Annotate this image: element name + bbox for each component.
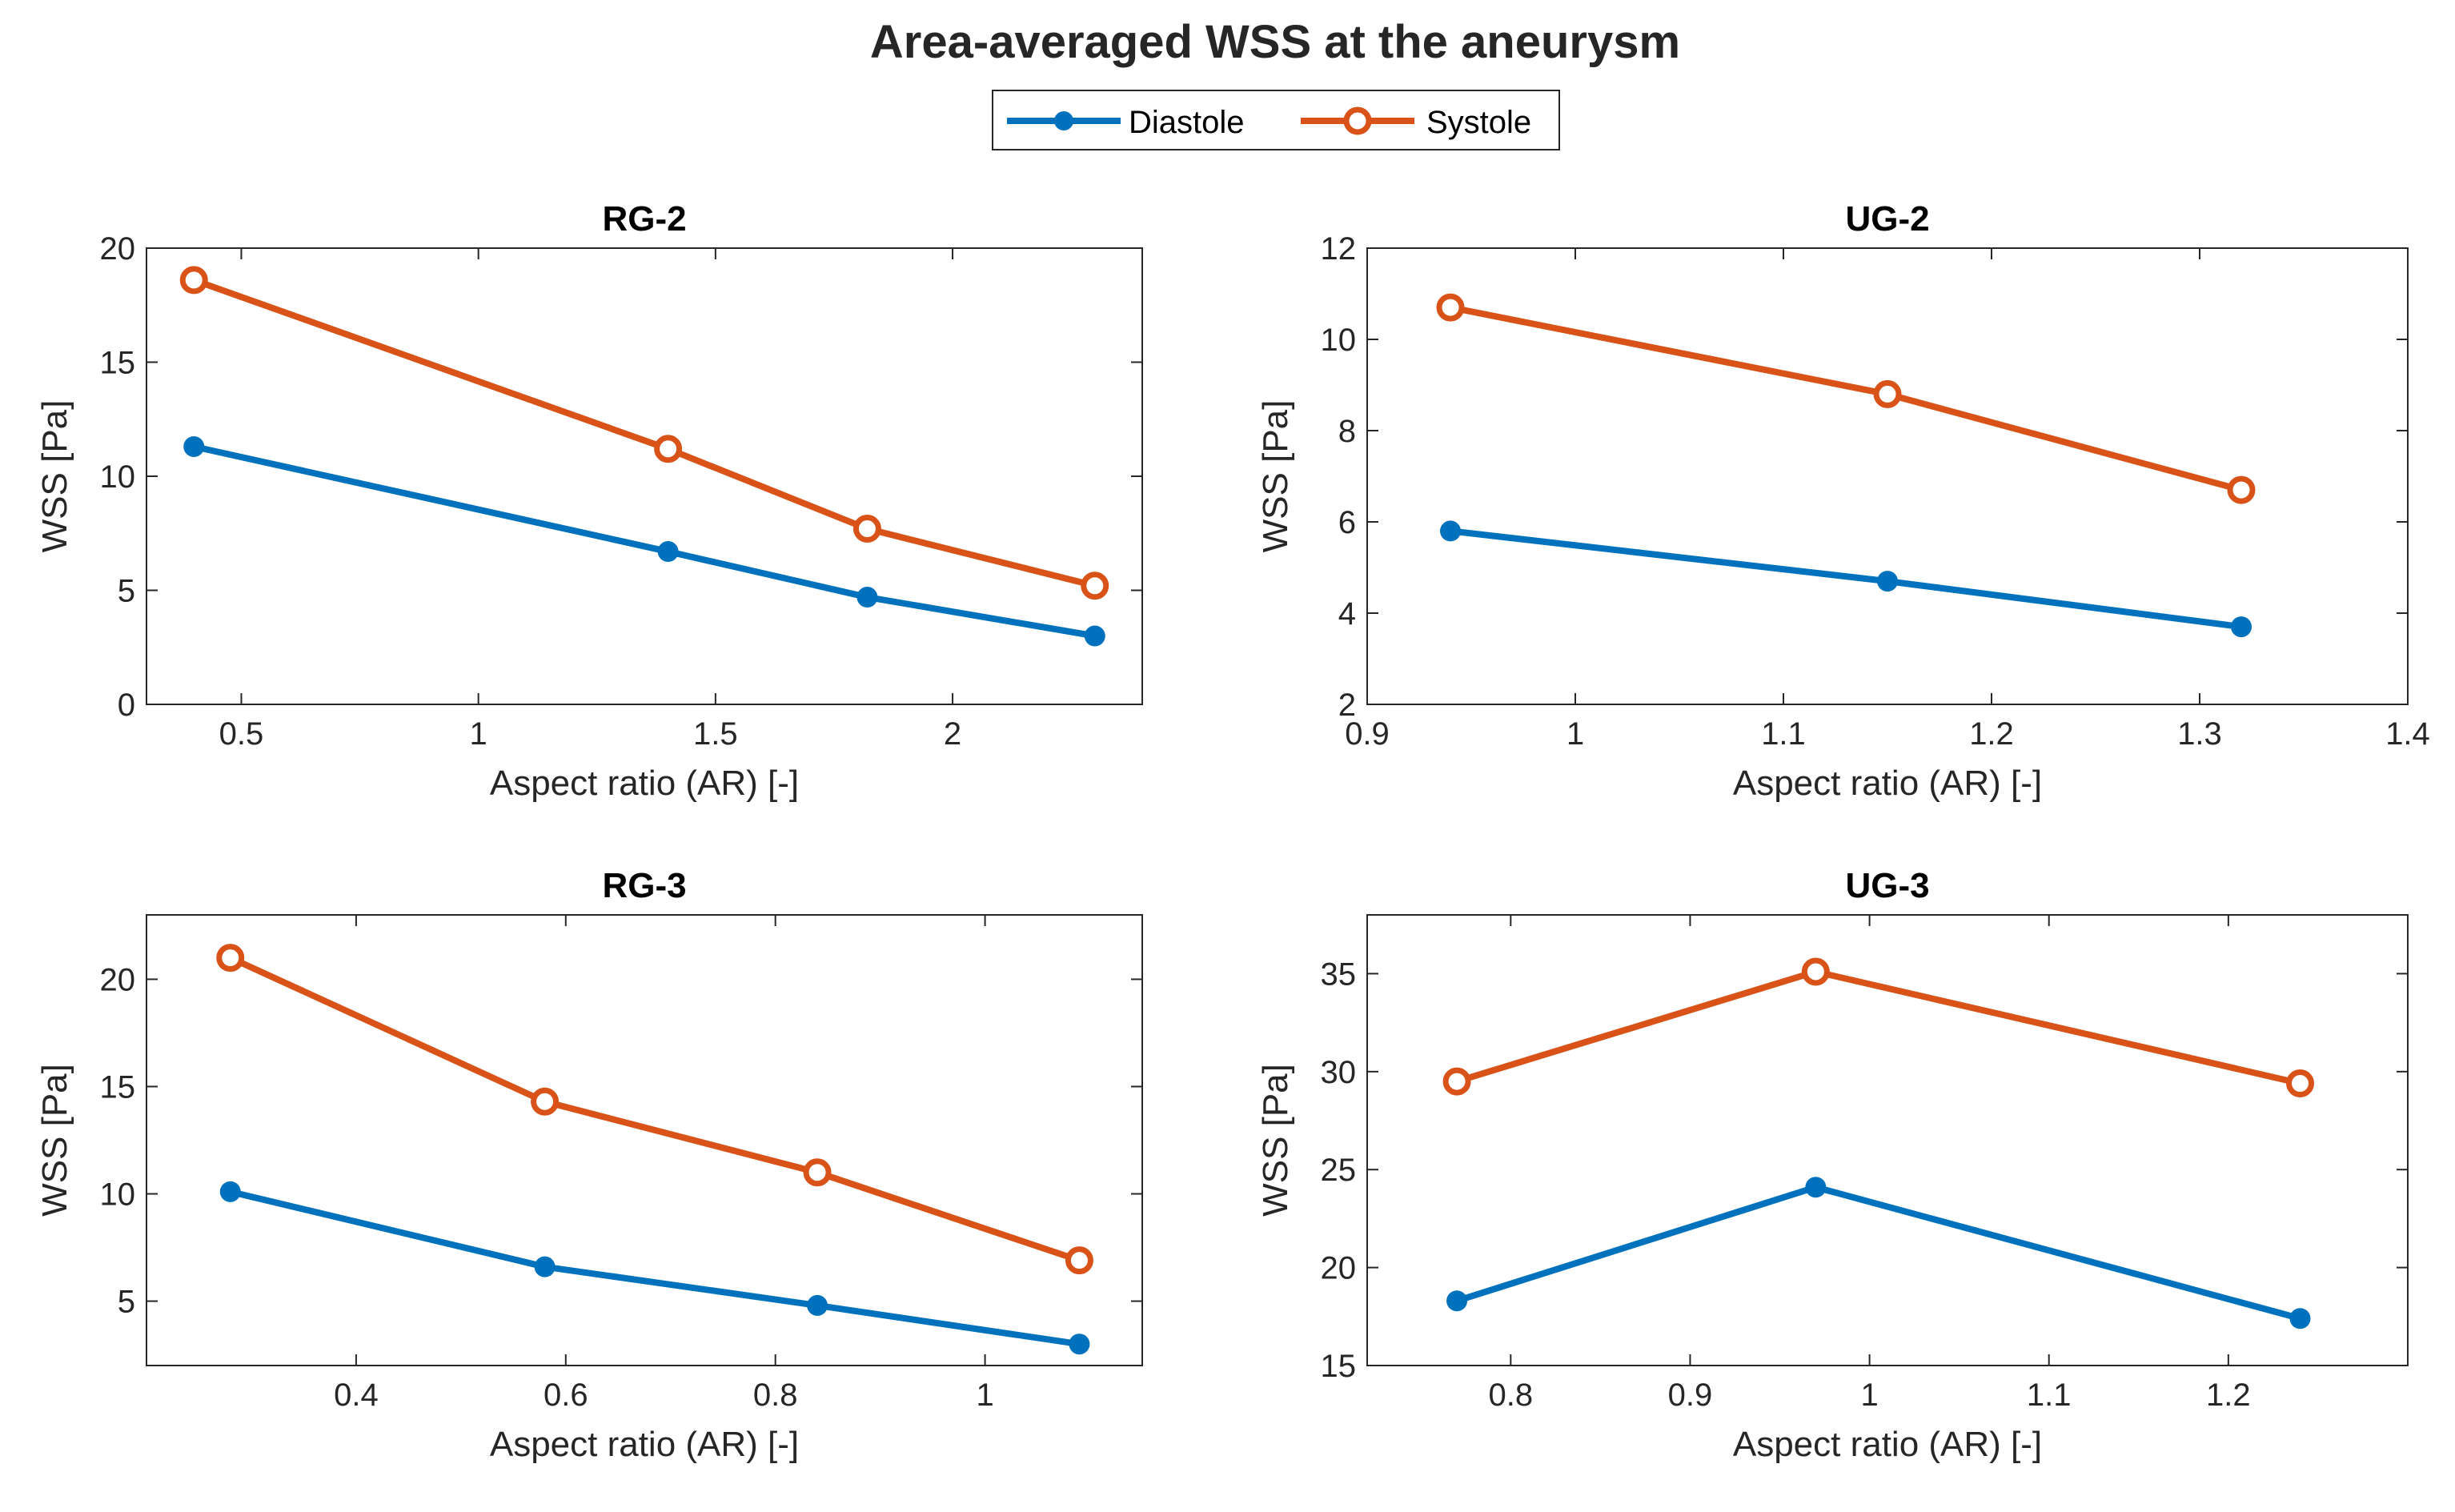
- legend-diastole-marker: [1054, 111, 1073, 130]
- x-tick-label: 1: [976, 1378, 993, 1413]
- data-point-systole: [531, 1087, 560, 1116]
- panel-ug-2: UG-2 0.9 1 1.1 1.2 1.3 1.4 2 4 6 8 10 12 Aspect ratio…: [1256, 199, 2430, 803]
- y-tick-label: 10: [1321, 323, 1357, 358]
- x-tick-label: 0.9: [1668, 1378, 1713, 1413]
- x-tick-label: 1.1: [2027, 1378, 2072, 1413]
- data-point-systole: [1873, 379, 1902, 408]
- data-point-diastole: [534, 1256, 556, 1277]
- y-tick-label: 20: [100, 231, 136, 267]
- x-tick-label: 0.5: [219, 716, 264, 752]
- legend-diastole-label: Diastole: [1129, 105, 1245, 140]
- data-point-systole: [216, 944, 245, 973]
- legend-systole-label: Systole: [1426, 105, 1531, 140]
- data-point-systole: [1436, 293, 1465, 322]
- series-line-diastole: [193, 443, 1096, 640]
- y-tick-label: 6: [1338, 505, 1356, 540]
- data-point-diastole: [1877, 571, 1898, 592]
- panel-title: UG-2: [1845, 199, 1929, 239]
- y-tick-label: 20: [1321, 1251, 1357, 1286]
- y-tick-label: 35: [1321, 957, 1357, 992]
- x-axis-label: Aspect ratio (AR) [-]: [490, 764, 799, 803]
- x-tick-label: 2: [944, 716, 961, 752]
- x-tick-label: 0.6: [544, 1378, 588, 1413]
- data-point-systole: [803, 1158, 832, 1187]
- data-point-diastole: [2289, 1308, 2311, 1330]
- y-tick-label: 15: [100, 1069, 136, 1105]
- x-tick-label: 1: [1566, 716, 1584, 752]
- y-axis-label: WSS [Pa]: [1256, 400, 1295, 553]
- y-tick-label: 0: [118, 688, 135, 723]
- y-axis-label: WSS [Pa]: [1256, 1064, 1295, 1217]
- data-point-diastole: [1084, 625, 1105, 647]
- series-line-diastole: [229, 1188, 1081, 1348]
- y-tick-label: 20: [100, 962, 136, 997]
- panel-ug-3: UG-3 0.8 0.9 1 1.1 1.2 15 20 25 30 35 Aspect ratio …: [1256, 866, 2409, 1464]
- data-point-systole: [654, 435, 683, 463]
- data-point-diastole: [657, 541, 679, 563]
- data-point-systole: [1081, 572, 1109, 600]
- y-axis-label: WSS [Pa]: [35, 400, 74, 553]
- x-tick-label: 0.4: [334, 1378, 379, 1413]
- y-tick-label: 8: [1338, 414, 1356, 449]
- axes-box: [146, 914, 1143, 1366]
- series-line-systole: [229, 954, 1081, 1264]
- data-point-diastole: [1446, 1290, 1468, 1312]
- y-tick-label: 30: [1321, 1055, 1357, 1090]
- y-tick-label: 10: [100, 1177, 136, 1213]
- y-tick-label: 2: [1338, 688, 1356, 723]
- y-tick-label: 15: [100, 346, 136, 381]
- x-axis-label: Aspect ratio (AR) [-]: [490, 1425, 799, 1464]
- axes-box: [1366, 247, 2409, 705]
- data-point-systole: [2286, 1069, 2315, 1098]
- x-tick-label: 1.3: [2177, 716, 2222, 752]
- data-point-systole: [1065, 1246, 1093, 1275]
- x-tick-label: 1.5: [693, 716, 738, 752]
- y-tick-label: 5: [118, 574, 135, 609]
- data-point-diastole: [219, 1181, 241, 1202]
- x-tick-label: 1.1: [1761, 716, 1806, 752]
- x-tick-label: 1.2: [1969, 716, 2014, 752]
- panel-title: RG-2: [602, 199, 686, 239]
- data-point-diastole: [1069, 1334, 1090, 1355]
- figure-title: Area-averaged WSS at the aneurysm: [870, 16, 1680, 68]
- y-tick-label: 5: [118, 1285, 135, 1320]
- y-tick-label: 10: [100, 459, 136, 495]
- y-tick-label: 12: [1321, 231, 1357, 267]
- axes-box: [1366, 914, 2409, 1366]
- y-tick-label: 25: [1321, 1153, 1357, 1188]
- x-tick-label: 0.8: [1489, 1378, 1534, 1413]
- x-tick-label: 1.4: [2385, 716, 2430, 752]
- series-line-systole: [192, 277, 1096, 589]
- y-tick-label: 4: [1338, 596, 1356, 632]
- data-point-diastole: [1440, 520, 1461, 542]
- y-axis-label: WSS [Pa]: [35, 1064, 74, 1217]
- data-point-diastole: [856, 587, 878, 608]
- x-tick-label: 1.2: [2206, 1378, 2251, 1413]
- x-tick-label: 1: [1860, 1378, 1878, 1413]
- panel-title: RG-3: [602, 866, 686, 905]
- legend-systole-marker: [1343, 106, 1372, 135]
- data-point-diastole: [183, 435, 205, 457]
- y-tick-label: 15: [1321, 1349, 1357, 1384]
- legend: Diastole Systole: [992, 90, 1560, 150]
- data-point-systole: [179, 266, 208, 295]
- x-tick-label: 0.9: [1345, 716, 1390, 752]
- data-point-systole: [1801, 957, 1830, 986]
- x-axis-label: Aspect ratio (AR) [-]: [1733, 764, 2042, 803]
- x-axis-label: Aspect ratio (AR) [-]: [1733, 1425, 2042, 1464]
- data-point-diastole: [807, 1294, 828, 1316]
- data-point-diastole: [2231, 616, 2252, 638]
- x-tick-label: 0.8: [753, 1378, 798, 1413]
- x-tick-label: 1: [470, 716, 487, 752]
- data-point-systole: [852, 515, 881, 543]
- data-point-diastole: [1805, 1177, 1827, 1198]
- panel-title: UG-3: [1845, 866, 1929, 905]
- data-point-systole: [1442, 1067, 1471, 1096]
- data-point-systole: [2227, 475, 2256, 504]
